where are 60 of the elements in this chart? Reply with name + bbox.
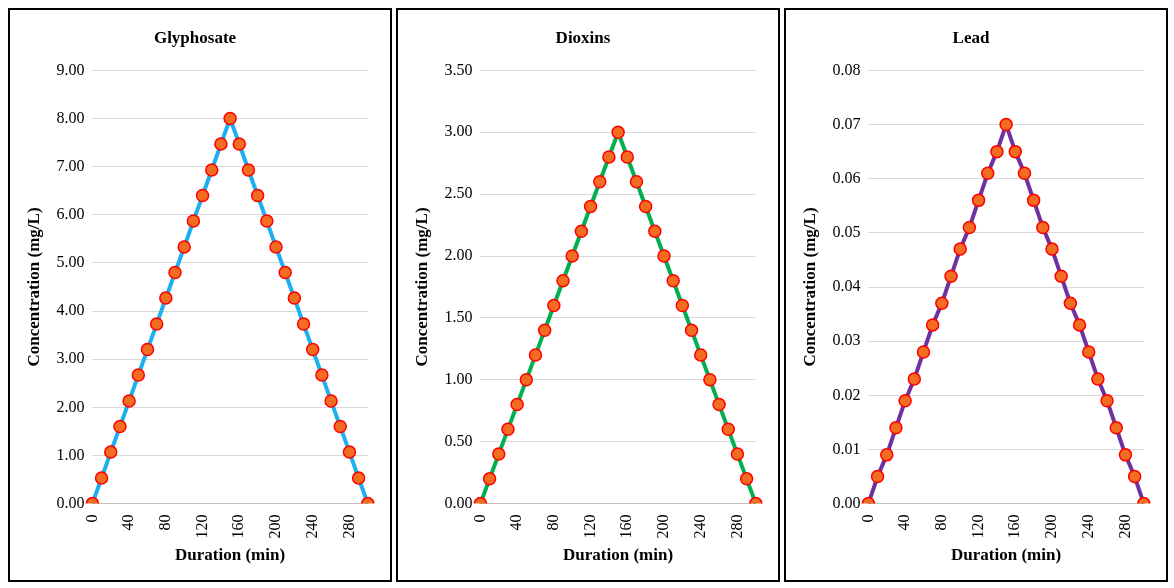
y-tick-label: 3.00 [444, 122, 473, 140]
y-axis-title: Concentration (mg/L) [23, 207, 43, 367]
x-axis-title: Duration (min) [563, 545, 674, 565]
y-tick-label: 1.50 [444, 308, 473, 326]
y-tick-label: 1.00 [444, 370, 473, 388]
y-tick-label: 0.08 [832, 60, 861, 78]
x-tick-label: 200 [266, 514, 284, 539]
y-tick-label: 0.07 [832, 114, 861, 132]
y-tick-label: 8.00 [56, 108, 85, 126]
x-tick-label: 240 [690, 514, 708, 539]
x-tick-label: 120 [580, 514, 598, 539]
x-axis-title: Duration (min) [951, 545, 1062, 565]
x-tick-label: 0 [858, 514, 876, 523]
x-tick-label: 120 [968, 514, 986, 539]
x-tick-label: 200 [654, 514, 672, 539]
x-tick-label: 40 [895, 514, 913, 531]
y-tick-label: 9.00 [56, 60, 85, 78]
x-tick-label: 0 [470, 514, 488, 523]
x-tick-label: 80 [932, 514, 950, 531]
x-tick-label: 240 [1078, 514, 1096, 539]
x-axis-title: Duration (min) [175, 545, 286, 565]
y-tick-label: 0.04 [832, 277, 861, 295]
y-tick-label: 0.06 [832, 168, 861, 186]
y-tick-label: 6.00 [56, 205, 85, 222]
chart-title: Glyphosate [153, 27, 237, 47]
y-tick-label: 0.02 [832, 385, 861, 403]
x-tick-label: 120 [192, 514, 210, 539]
y-tick-label: 7.00 [56, 156, 85, 174]
y-tick-label: 1.00 [56, 445, 85, 463]
x-tick-label: 280 [339, 514, 357, 539]
x-tick-label: 280 [1115, 514, 1133, 539]
y-tick-label: 2.00 [444, 246, 473, 264]
y-tick-label: 0.01 [832, 439, 861, 457]
x-tick-label: 40 [119, 514, 137, 531]
y-tick-label: 0.03 [832, 331, 861, 349]
y-tick-label: 0.00 [56, 493, 85, 511]
y-tick-label: 0.05 [832, 223, 861, 241]
x-tick-label: 160 [1005, 514, 1023, 539]
chart-title: Lead [952, 27, 990, 47]
y-tick-label: 3.00 [56, 349, 85, 367]
x-tick-label: 0 [82, 514, 100, 523]
y-tick-label: 0.00 [444, 493, 473, 511]
y-tick-label: 0.00 [832, 493, 861, 511]
x-tick-label: 160 [617, 514, 635, 539]
y-axis-title: Concentration (mg/L) [411, 207, 431, 367]
x-tick-label: 240 [302, 514, 320, 539]
x-tick-label: 80 [544, 514, 562, 531]
y-tick-label: 5.00 [56, 253, 85, 271]
y-tick-label: 3.50 [444, 60, 473, 78]
chart-title: Dioxins [555, 27, 611, 47]
y-tick-label: 0.50 [444, 431, 473, 449]
y-tick-label: 4.00 [56, 301, 85, 319]
x-tick-label: 280 [727, 514, 745, 539]
y-axis-title: Concentration (mg/L) [799, 207, 819, 367]
y-tick-label: 2.50 [444, 184, 473, 202]
x-tick-label: 40 [507, 514, 525, 531]
x-tick-label: 80 [156, 514, 174, 531]
y-tick-label: 2.00 [56, 397, 85, 415]
x-tick-label: 200 [1042, 514, 1060, 539]
x-tick-label: 160 [229, 514, 247, 539]
